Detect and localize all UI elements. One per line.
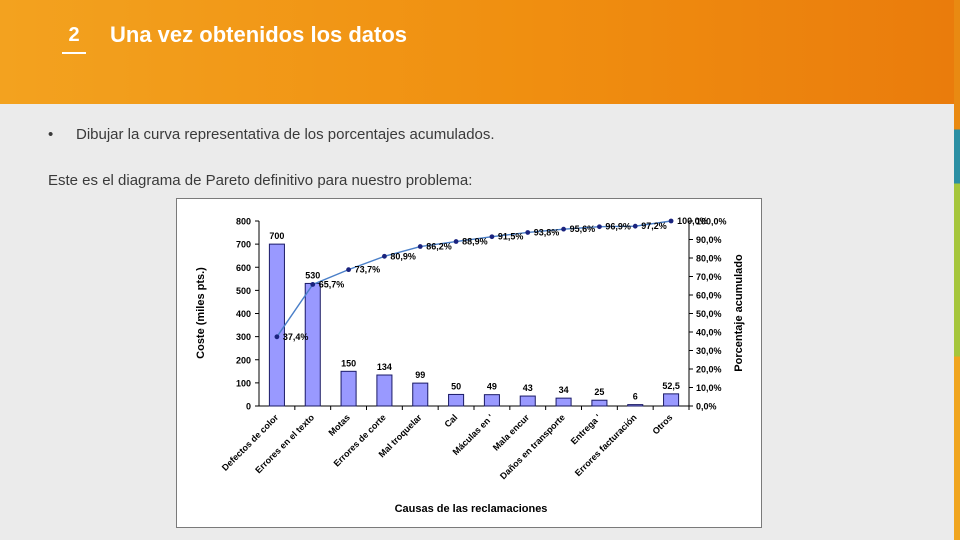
cumulative-label: 97,2% — [641, 221, 667, 231]
bar — [376, 374, 393, 407]
bar-value-label: 99 — [415, 370, 425, 380]
bar — [304, 282, 321, 407]
cumulative-point — [417, 244, 423, 249]
cumulative-point — [489, 234, 495, 240]
y2-axis-label: Porcentaje acumulado — [733, 254, 745, 372]
bar — [627, 404, 644, 407]
cumulative-label: 95,6% — [570, 224, 596, 234]
cumulative-label: 88,9% — [462, 237, 488, 247]
bar-value-label: 43 — [523, 383, 533, 393]
bar-value-label: 134 — [377, 362, 392, 372]
y2-tick-label: 30,0% — [696, 346, 722, 356]
cumulative-point — [310, 282, 316, 287]
bar-value-label: 34 — [559, 385, 569, 395]
bar — [555, 397, 572, 407]
pareto-chart-svg: 0 100 200 300 400 500 600 700 800 0,0% 10,0% 20,0% 3… — [195, 216, 745, 515]
y2-tick-label: 100,0% — [696, 217, 727, 227]
cumulative-label: 100,0% — [677, 216, 708, 226]
bullet-item: • Dibujar la curva representativa de los … — [48, 126, 495, 143]
bar-value-label: 25 — [594, 387, 604, 397]
bar-value-label: 530 — [305, 270, 320, 280]
cumulative-label: 93,8% — [534, 227, 560, 237]
cumulative-label: 91,5% — [498, 232, 524, 242]
decorative-stripe — [954, 0, 960, 540]
cumulative-point — [274, 334, 280, 340]
x-tick-label: Cal — [443, 412, 460, 429]
x-tick-label: Errores en el texto — [253, 412, 316, 475]
y2-tick-label: 60,0% — [696, 291, 722, 301]
y2-tick-label: 70,0% — [696, 272, 722, 282]
y2-tick-label: 20,0% — [696, 365, 722, 375]
bar — [448, 393, 465, 407]
bar-value-label: 49 — [487, 382, 497, 392]
cumulative-point — [382, 253, 387, 259]
x-tick-label: Motas — [327, 412, 352, 437]
bar-value-label: 50 — [451, 381, 461, 391]
bar-value-label: 150 — [341, 358, 356, 368]
y-tick-label: 700 — [236, 240, 251, 250]
x-tick-label: Otros — [650, 412, 674, 436]
bar-value-label: 6 — [633, 392, 638, 402]
bar — [268, 243, 285, 407]
y-tick-label: 0 — [246, 402, 251, 412]
bullet-dot-icon: • — [48, 126, 54, 143]
bar — [591, 399, 608, 407]
cumulative-label: 65,7% — [319, 279, 345, 289]
bar — [340, 370, 357, 407]
bar-value-label: 700 — [269, 231, 284, 241]
y2-tick-label: 80,0% — [696, 254, 722, 264]
cumulative-point — [525, 230, 531, 235]
y-axis-label: Coste (miles pts.) — [195, 267, 207, 359]
cumulative-label: 80,9% — [390, 251, 416, 261]
bullet-text: Dibujar la curva representativa de los p… — [76, 126, 495, 143]
y-tick-label: 400 — [236, 309, 251, 319]
cumulative-label: 86,2% — [426, 242, 452, 252]
pareto-chart: 0 100 200 300 400 500 600 700 800 0,0% 10,0% 20,0% 3… — [176, 198, 762, 528]
bar — [663, 393, 680, 407]
bar-value-label: 52,5 — [662, 381, 680, 391]
y2-tick-label: 0,0% — [696, 402, 717, 412]
y2-tick-label: 40,0% — [696, 328, 722, 338]
cumulative-point — [597, 224, 602, 230]
y-tick-label: 500 — [236, 286, 251, 296]
x-tick-label: Daños en transporte — [498, 412, 567, 481]
slide-header: 2 Una vez obtenidos los datos — [0, 0, 954, 104]
x-axis-label: Causas de las reclamaciones — [395, 503, 548, 515]
y-tick-label: 800 — [236, 217, 251, 227]
bar — [519, 395, 536, 407]
x-tick-label: Entrega ' — [569, 412, 603, 446]
bar — [483, 394, 500, 407]
y-tick-label: 200 — [236, 355, 251, 365]
y2-tick-label: 90,0% — [696, 235, 722, 245]
body-paragraph: Este es el diagrama de Pareto definitivo… — [48, 172, 473, 189]
y-tick-label: 100 — [236, 378, 251, 388]
y-tick-label: 600 — [236, 263, 251, 273]
cumulative-point — [346, 267, 351, 273]
bar — [412, 382, 429, 407]
y2-tick-label: 10,0% — [696, 383, 722, 393]
x-tick-label: Errores facturación — [573, 412, 639, 478]
slide-number-underline — [62, 52, 86, 54]
cumulative-line — [276, 220, 672, 338]
y2-tick-label: 50,0% — [696, 309, 722, 319]
cumulative-label: 73,7% — [355, 265, 381, 275]
cumulative-point — [668, 218, 674, 224]
slide-number: 2 — [68, 24, 80, 46]
slide-title: Una vez obtenidos los datos — [110, 22, 408, 47]
cumulative-point — [561, 226, 566, 232]
y-tick-label: 300 — [236, 332, 251, 342]
cumulative-point — [632, 223, 638, 229]
cumulative-label: 37,4% — [283, 332, 309, 342]
cumulative-point — [453, 239, 459, 244]
cumulative-label: 96,9% — [605, 222, 631, 232]
